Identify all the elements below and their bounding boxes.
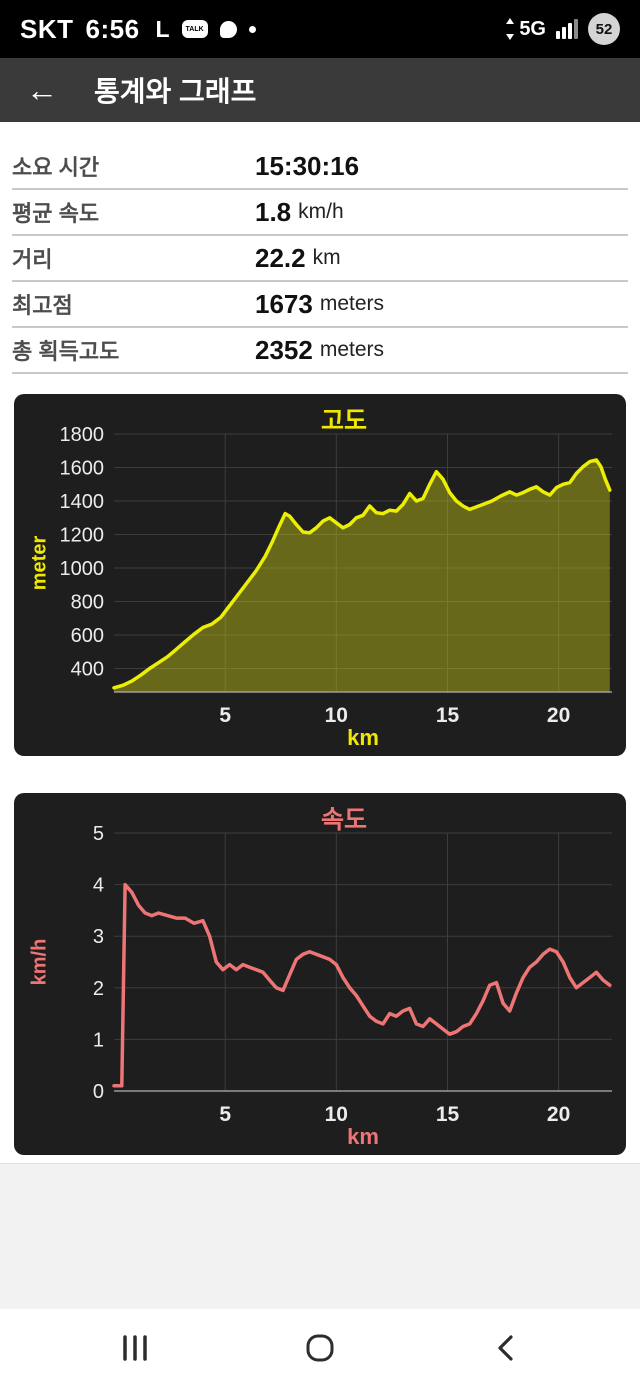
signal-strength-icon — [556, 19, 578, 39]
stat-value: 2352 — [255, 334, 313, 365]
stat-row-distance: 거리 22.2 km — [12, 236, 628, 282]
carrier-label: SKT — [20, 13, 74, 44]
kakaotalk-icon: TALK — [181, 20, 208, 38]
svg-text:1800: 1800 — [60, 424, 105, 446]
svg-text:800: 800 — [71, 592, 104, 614]
svg-text:1600: 1600 — [60, 458, 105, 480]
android-nav-bar — [0, 1309, 640, 1387]
stat-value: 15:30:16 — [255, 150, 360, 181]
svg-text:5: 5 — [219, 704, 231, 727]
stat-value: 1673 — [255, 288, 313, 319]
svg-text:0: 0 — [93, 1081, 104, 1103]
back-icon[interactable] — [475, 1318, 535, 1378]
stat-label: 최고점 — [12, 293, 73, 318]
5g-label: 5G — [519, 17, 546, 40]
stat-unit: meters — [319, 292, 385, 315]
svg-text:5: 5 — [93, 823, 104, 845]
svg-text:20: 20 — [547, 704, 570, 727]
speed-chart-title: 속도 — [320, 806, 368, 834]
elevation-y-axis-label: meter — [28, 535, 51, 591]
svg-text:2: 2 — [93, 978, 104, 1000]
svg-text:1200: 1200 — [60, 525, 105, 547]
stat-label: 거리 — [12, 247, 53, 272]
stat-unit: meters — [319, 338, 385, 361]
svg-text:1000: 1000 — [60, 558, 105, 580]
elevation-chart-card: 고도 meter 400 600 800 1000 1200 1400 1600 1800 5 1… — [14, 394, 626, 756]
stats-list: 소요 시간 15:30:16 평균 속도 1.8 km/h 거리 22.2 km… — [0, 122, 640, 374]
svg-text:3: 3 — [93, 926, 104, 948]
svg-text:15: 15 — [436, 1103, 460, 1126]
recents-icon[interactable] — [105, 1318, 165, 1378]
svg-text:600: 600 — [71, 625, 104, 647]
stat-row-highest-point: 최고점 1673 meters — [12, 282, 628, 328]
5g-network-icon: 5G — [504, 18, 546, 41]
speed-chart-plot: 0 1 2 3 4 5 5 10 15 20 — [93, 823, 612, 1126]
speed-x-axis-label: km — [347, 1124, 379, 1149]
speed-chart-card: 속도 km/h 0 1 2 3 4 5 5 10 15 20 km — [14, 793, 626, 1155]
svg-text:1: 1 — [93, 1029, 104, 1051]
stat-unit: km/h — [298, 200, 344, 223]
footer-spacer — [0, 1163, 640, 1309]
stat-label: 평균 속도 — [12, 201, 100, 226]
svg-text:5: 5 — [219, 1103, 231, 1126]
stat-unit: km — [312, 246, 341, 269]
status-time: 6:56 — [85, 13, 140, 44]
svg-text:20: 20 — [547, 1103, 570, 1126]
svg-text:4: 4 — [93, 875, 104, 897]
data-arrows-icon — [506, 18, 515, 40]
svg-text:15: 15 — [436, 704, 460, 727]
app-header: ← 통계와 그래프 — [0, 58, 640, 122]
stat-label: 소요 시간 — [12, 155, 100, 180]
stat-row-average-speed: 평균 속도 1.8 km/h — [12, 190, 628, 236]
elevation-chart-title: 고도 — [320, 407, 368, 435]
stat-row-total-elevation-gain: 총 획득고도 2352 meters — [12, 328, 628, 374]
svg-text:1400: 1400 — [60, 491, 105, 513]
stat-row-elapsed-time: 소요 시간 15:30:16 — [12, 144, 628, 190]
elevation-x-axis-label: km — [347, 725, 379, 750]
stat-label: 총 획득고도 — [12, 339, 120, 364]
svg-text:10: 10 — [325, 1103, 348, 1126]
svg-text:10: 10 — [325, 704, 348, 727]
page-title: 통계와 그래프 — [94, 76, 257, 107]
battery-level-icon: 52 — [588, 13, 620, 45]
line-app-icon: L — [155, 15, 170, 42]
notification-dot — [248, 25, 256, 33]
svg-text:400: 400 — [71, 659, 104, 681]
speed-y-axis-label: km/h — [28, 938, 51, 986]
stat-value: 22.2 — [255, 242, 306, 273]
chat-bubble-icon — [219, 20, 237, 38]
stat-value: 1.8 — [255, 196, 292, 227]
home-icon[interactable] — [290, 1318, 350, 1378]
status-bar: SKT 6:56 L TALK 5G 52 — [0, 0, 640, 58]
back-arrow-icon[interactable]: ← — [26, 72, 58, 108]
elevation-chart-plot: 400 600 800 1000 1200 1400 1600 1800 5 10 15 20 — [60, 424, 612, 727]
